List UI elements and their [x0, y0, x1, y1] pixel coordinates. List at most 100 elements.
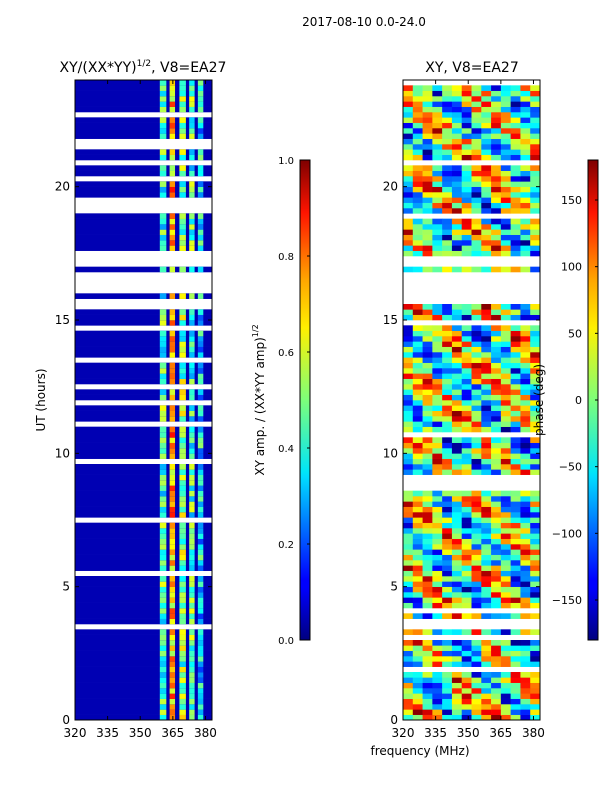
heatmap-cell [432, 554, 443, 561]
heatmap-cell [481, 405, 492, 411]
heatmap-cell [510, 576, 521, 582]
heatmap-cell [422, 208, 433, 214]
heatmap-cell [412, 325, 423, 331]
heatmap-cell [481, 224, 492, 230]
heatmap-cell [412, 112, 423, 118]
heatmap-cell [159, 464, 167, 470]
heatmap-cell [442, 682, 453, 689]
heatmap-cell [169, 336, 176, 342]
heatmap-cell [189, 170, 195, 177]
heatmap-cell [432, 208, 443, 214]
heatmap-cell [197, 106, 204, 113]
heatmap-cell [189, 464, 195, 470]
heatmap-cell [510, 90, 521, 97]
heatmap-cell [481, 538, 492, 545]
heatmap-cell [432, 128, 443, 134]
heatmap-cell [481, 234, 492, 241]
heatmap-cell [451, 309, 463, 315]
heatmap-cell [179, 512, 186, 518]
heatmap-cell [471, 565, 482, 571]
heatmap-cell [197, 117, 204, 123]
heatmap-cell [169, 448, 176, 454]
heatmap-cell [530, 469, 541, 475]
heatmap-cell [451, 352, 463, 358]
heatmap-cell [481, 698, 492, 705]
heatmap-cell [481, 384, 492, 390]
heatmap-cell [530, 186, 541, 193]
heatmap-cell [520, 672, 531, 678]
heatmap-cell [442, 405, 453, 411]
heatmap-cell [451, 512, 463, 518]
heatmap-cell [403, 709, 414, 715]
heatmap-cell [197, 576, 204, 582]
heatmap-cell [491, 656, 502, 662]
heatmap-cell [169, 96, 176, 102]
heatmap-cell [412, 240, 423, 246]
heatmap-cell [75, 192, 212, 198]
heatmap-cell [169, 128, 176, 134]
heatmap-cell [422, 357, 433, 363]
heatmap-cell [461, 709, 472, 715]
heatmap-cell [491, 672, 502, 678]
heatmap-cell [451, 629, 463, 635]
heatmap-cell [530, 613, 541, 619]
heatmap-cell [403, 218, 414, 225]
heatmap-cell [75, 618, 212, 625]
heatmap-cell [422, 346, 433, 353]
heatmap-cell [481, 629, 492, 635]
heatmap-cell [179, 704, 186, 710]
heatmap-cell [159, 320, 167, 326]
heatmap-cell [481, 693, 492, 699]
heatmap-cell [432, 570, 443, 577]
heatmap-cell [500, 538, 511, 545]
heatmap-cell [442, 538, 453, 545]
heatmap-cell [412, 629, 423, 635]
heatmap-cell [442, 576, 453, 582]
heatmap-cell [471, 224, 482, 230]
heatmap-cell [500, 112, 511, 118]
heatmap-cell [179, 341, 186, 347]
heatmap-cell [422, 453, 433, 459]
heatmap-cell [403, 394, 414, 401]
heatmap-cell [432, 85, 443, 91]
heatmap-cell [471, 464, 482, 470]
heatmap-cell [481, 410, 492, 417]
heatmap-cell [520, 266, 531, 273]
heatmap-cell [197, 501, 204, 507]
heatmap-cell [500, 341, 511, 347]
heatmap-cell [197, 549, 204, 555]
heatmap-cell [169, 90, 176, 97]
heatmap-cell [197, 165, 204, 171]
heatmap-cell [481, 122, 492, 129]
heatmap-cell [500, 501, 511, 507]
heatmap-cell [403, 565, 414, 571]
heatmap-cell [442, 106, 453, 113]
heatmap-cell [442, 421, 453, 427]
heatmap-cell [471, 538, 482, 545]
heatmap-cell [491, 464, 502, 470]
heatmap-cell [481, 229, 492, 235]
heatmap-cell [422, 154, 433, 161]
heatmap-cell [530, 538, 541, 545]
heatmap-cell [197, 480, 204, 486]
heatmap-cell [461, 677, 472, 683]
heatmap-cell [491, 309, 502, 315]
heatmap-cell [451, 533, 463, 539]
heatmap-cell [500, 586, 511, 593]
heatmap-cell [197, 602, 204, 609]
heatmap-cell [442, 565, 453, 571]
heatmap-cell [451, 314, 463, 321]
heatmap-cell [432, 314, 443, 321]
heatmap-cell [491, 512, 502, 518]
heatmap-cell [189, 453, 195, 459]
x-tick-label: 350 [129, 726, 152, 740]
heatmap-cell [412, 613, 423, 619]
heatmap-cell [179, 405, 186, 411]
heatmap-cell [159, 213, 167, 219]
heatmap-cell [500, 250, 511, 257]
heatmap-cell [530, 122, 541, 129]
heatmap-cell [179, 714, 186, 721]
heatmap-cell [412, 106, 423, 113]
heatmap-cell [169, 341, 176, 347]
heatmap-cell [159, 544, 167, 550]
